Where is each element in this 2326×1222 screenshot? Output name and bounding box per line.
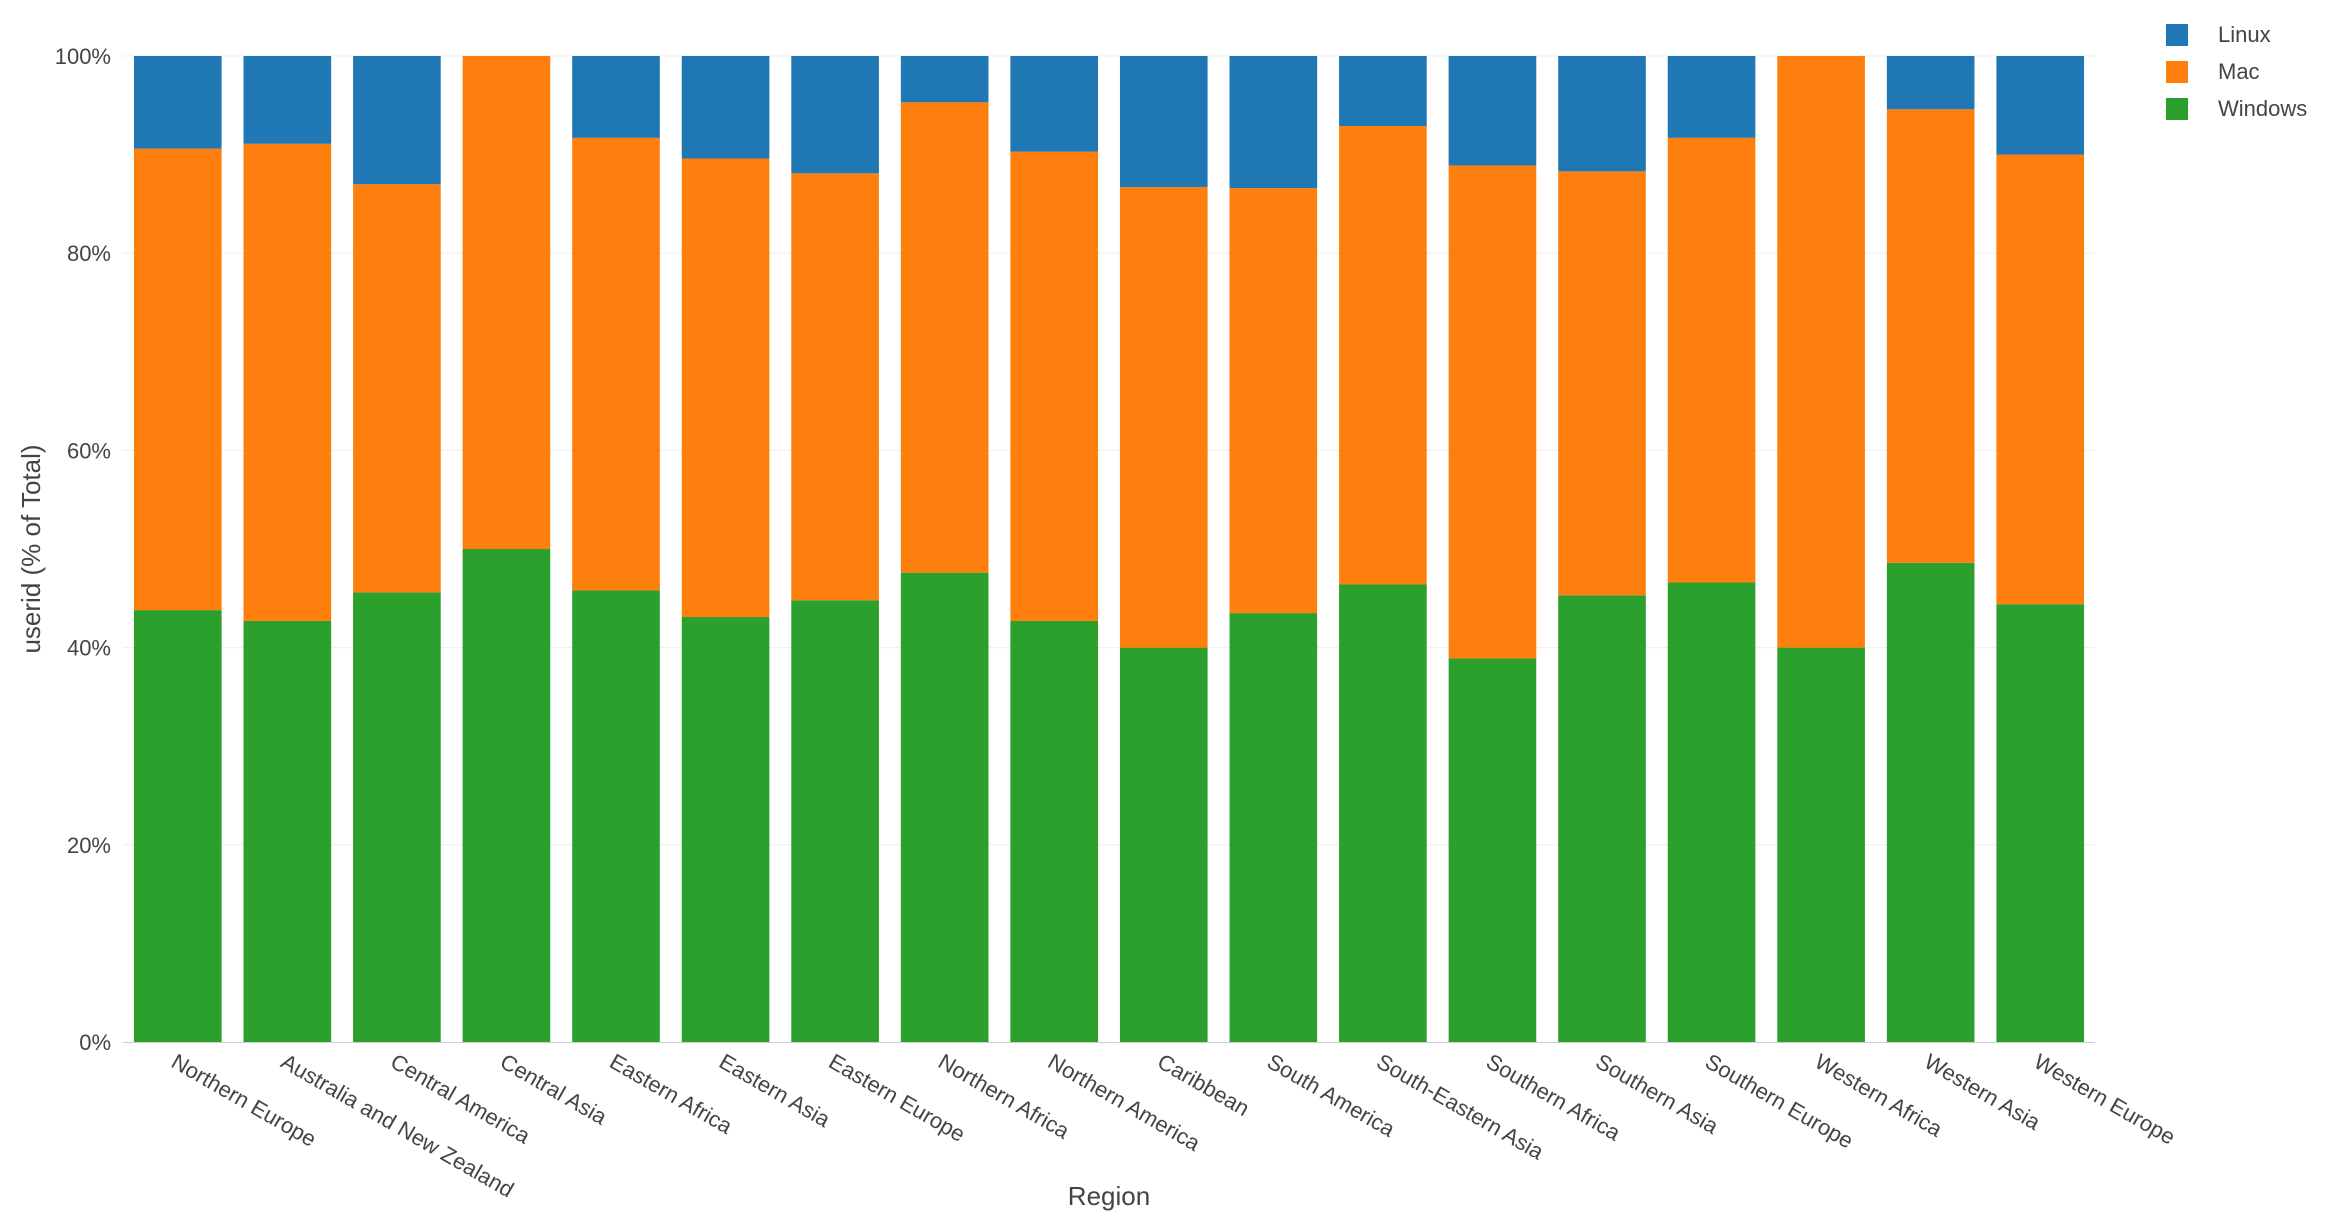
bar-segment-linux[interactable] [353,56,441,185]
bar-segment-linux[interactable] [1558,56,1646,172]
bar-segment-linux[interactable] [133,56,222,149]
bar-segment-mac[interactable] [572,137,660,591]
bar-segment-mac[interactable] [353,184,441,593]
y-tick-label: 100% [55,44,111,69]
x-tick-label: Western Europe [2030,1049,2180,1150]
legend: Linux Mac Windows [2166,16,2307,127]
bar-segment-windows[interactable] [1777,647,1865,1042]
bar-segment-windows[interactable] [1010,620,1099,1042]
bar-segment-windows[interactable] [681,617,770,1042]
bar-segment-mac[interactable] [1996,154,2085,605]
bar-segment-mac[interactable] [681,158,770,618]
bar-segment-linux[interactable] [791,56,879,174]
bar-segment-windows[interactable] [1229,613,1318,1042]
bar-segment-linux[interactable] [1886,56,1975,110]
legend-swatch [2166,60,2188,83]
bar-segment-windows[interactable] [572,590,660,1042]
bar-segment-mac[interactable] [1777,56,1865,648]
bar-segment-windows[interactable] [1448,658,1537,1042]
bar-segment-windows[interactable] [133,610,222,1042]
bar-segment-linux[interactable] [1010,56,1099,152]
y-tick-label: 80% [67,241,111,266]
bar-segment-linux[interactable] [243,56,332,144]
bar-segment-mac[interactable] [1339,126,1427,585]
y-axis-title: userid (% of Total) [16,444,46,653]
bar-segment-linux[interactable] [1996,56,2085,155]
bar-segment-windows[interactable] [791,600,879,1042]
y-tick-label: 40% [67,636,111,661]
legend-label: Windows [2218,95,2308,121]
bar-segment-windows[interactable] [353,592,441,1042]
bar-segment-linux[interactable] [1448,56,1537,166]
bar-segment-windows[interactable] [243,620,332,1042]
bars [133,56,2085,1042]
bar-segment-linux[interactable] [900,56,989,103]
y-axis-ticks: 0% 20% 40% 60% 80% 100% [55,44,111,1055]
bar-segment-mac[interactable] [900,102,989,573]
legend-item-windows[interactable]: Windows [2166,90,2307,127]
legend-swatch [2166,23,2188,46]
legend-item-linux[interactable]: Linux [2166,16,2307,53]
bar-segment-mac[interactable] [1448,165,1537,659]
x-axis-title: Region [1068,1181,1150,1211]
bar-segment-linux[interactable] [1339,56,1427,127]
bar-segment-mac[interactable] [1229,188,1318,614]
bar-segment-mac[interactable] [1119,187,1208,648]
bar-segment-mac[interactable] [133,148,222,611]
gridlines [123,55,2095,846]
bar-segment-mac[interactable] [1667,137,1756,583]
bar-segment-windows[interactable] [1339,584,1427,1042]
legend-label: Mac [2218,58,2260,84]
legend-item-mac[interactable]: Mac [2166,53,2307,90]
bar-segment-windows[interactable] [1996,604,2085,1042]
legend-swatch [2166,97,2188,120]
bar-segment-windows[interactable] [1667,582,1756,1042]
bar-segment-mac[interactable] [462,56,551,549]
bar-segment-windows[interactable] [1119,647,1208,1042]
bar-segment-linux[interactable] [1667,56,1756,138]
y-tick-label: 0% [79,1030,111,1055]
bar-segment-windows[interactable] [1558,595,1646,1042]
bar-segment-mac[interactable] [1010,151,1099,621]
bar-segment-mac[interactable] [1886,109,1975,563]
bar-segment-mac[interactable] [1558,171,1646,596]
bar-segment-mac[interactable] [243,143,332,621]
bar-segment-linux[interactable] [572,56,660,138]
bar-segment-linux[interactable] [681,56,770,159]
bar-segment-linux[interactable] [1119,56,1208,188]
bar-segment-mac[interactable] [791,173,879,601]
legend-label: Linux [2218,21,2271,47]
x-tick-label: Eastern Africa [606,1049,738,1140]
x-tick-label: Caribbean [1153,1049,1253,1121]
y-tick-label: 20% [67,833,111,858]
bar-segment-linux[interactable] [1229,56,1318,189]
bar-segment-windows[interactable] [1886,562,1975,1042]
bar-segment-windows[interactable] [900,572,989,1042]
y-tick-label: 60% [67,438,111,463]
bar-segment-windows[interactable] [462,549,551,1042]
